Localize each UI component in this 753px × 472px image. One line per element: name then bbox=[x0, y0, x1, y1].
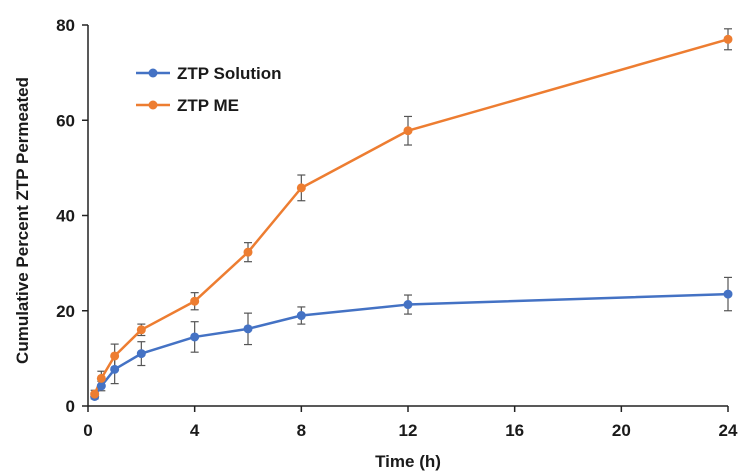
data-point-ztp-me bbox=[110, 351, 120, 361]
axes bbox=[82, 24, 729, 412]
data-point-ztp-solution bbox=[723, 289, 733, 299]
y-tick-label: 40 bbox=[56, 207, 75, 226]
data-point-ztp-me bbox=[96, 373, 106, 383]
y-tick-label: 20 bbox=[56, 302, 75, 321]
data-points bbox=[90, 34, 733, 401]
x-tick-label: 8 bbox=[297, 421, 306, 440]
data-point-ztp-me bbox=[190, 296, 200, 306]
data-point-ztp-me bbox=[90, 389, 100, 399]
data-point-ztp-solution bbox=[136, 349, 146, 359]
x-tick-label: 12 bbox=[399, 421, 418, 440]
data-point-ztp-me bbox=[723, 34, 733, 44]
y-tick-label: 80 bbox=[56, 16, 75, 35]
x-axis-title: Time (h) bbox=[375, 452, 441, 471]
data-point-ztp-solution bbox=[296, 311, 306, 321]
legend: ZTP Solution ZTP ME bbox=[136, 64, 282, 115]
y-tick-label: 0 bbox=[66, 397, 75, 416]
data-point-ztp-me bbox=[296, 183, 306, 193]
legend-label-ztp-me: ZTP ME bbox=[177, 96, 239, 115]
series-line-ztp-me bbox=[93, 38, 729, 395]
legend-label-ztp-solution: ZTP Solution bbox=[177, 64, 282, 83]
y-axis-title: Cumulative Percent ZTP Permeated bbox=[13, 77, 32, 364]
x-tick-label: 16 bbox=[505, 421, 524, 440]
data-point-ztp-solution bbox=[190, 332, 200, 342]
legend-marker-ztp-me bbox=[148, 100, 158, 110]
x-tick-label: 20 bbox=[612, 421, 631, 440]
x-tick-label: 0 bbox=[83, 421, 92, 440]
data-point-ztp-solution bbox=[110, 364, 120, 374]
data-point-ztp-me bbox=[243, 247, 253, 257]
data-point-ztp-me bbox=[403, 126, 413, 136]
y-tick-label: 60 bbox=[56, 111, 75, 130]
data-point-ztp-solution bbox=[96, 381, 106, 391]
series-line-ztp-solution bbox=[93, 292, 729, 398]
x-tick-label: 24 bbox=[719, 421, 738, 440]
series-lines bbox=[93, 38, 729, 398]
data-point-ztp-solution bbox=[403, 300, 413, 310]
data-point-ztp-me bbox=[136, 325, 146, 335]
error-bars bbox=[90, 28, 732, 400]
tick-labels: 0 20 40 60 80 0 4 8 12 16 20 24 bbox=[56, 16, 738, 440]
legend-marker-ztp-solution bbox=[148, 68, 158, 78]
data-point-ztp-solution bbox=[243, 324, 253, 334]
x-tick-label: 4 bbox=[190, 421, 200, 440]
